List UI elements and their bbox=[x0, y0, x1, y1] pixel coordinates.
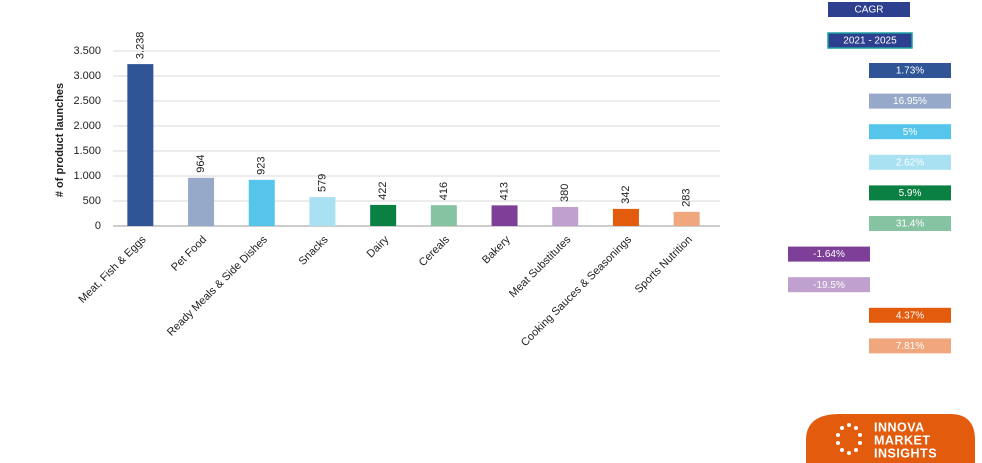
cagr-box bbox=[869, 338, 951, 354]
x-tick-label: Cereals bbox=[417, 233, 453, 269]
bar bbox=[430, 205, 457, 226]
cagr-label: 5.9% bbox=[899, 188, 922, 199]
x-tick-label: Bakery bbox=[480, 233, 513, 266]
cagr-label: 4.37% bbox=[896, 310, 924, 321]
y-axis-title: # of product launches bbox=[54, 83, 66, 197]
cagr-label: 7.81% bbox=[896, 341, 924, 352]
cagr-label: 2.62% bbox=[896, 157, 924, 168]
y-tick-label: 0 bbox=[95, 220, 101, 232]
data-label: 579 bbox=[316, 174, 328, 192]
y-tick-label: 1.000 bbox=[73, 170, 101, 182]
cagr-header-box bbox=[828, 2, 910, 17]
x-tick-label: Ready Meals & Side Dishes bbox=[165, 233, 270, 338]
cagr-box bbox=[869, 124, 951, 140]
y-tick-label: 1.500 bbox=[73, 145, 101, 157]
logo-text: MARKET bbox=[874, 433, 930, 447]
x-tick-label: Snacks bbox=[297, 233, 331, 267]
cagr-period: 2021 - 2025 bbox=[843, 36, 897, 47]
bar bbox=[673, 211, 700, 226]
x-tick-label: Dairy bbox=[365, 233, 392, 260]
x-tick-label: Sports Nutrition bbox=[633, 234, 695, 296]
bar bbox=[612, 208, 639, 226]
cagr-box bbox=[869, 63, 951, 78]
cagr-box bbox=[869, 185, 951, 201]
cagr-box bbox=[869, 154, 951, 170]
cagr-header: CAGR bbox=[855, 5, 884, 16]
cagr-box bbox=[869, 93, 951, 109]
logo-text: INNOVA bbox=[874, 420, 925, 434]
y-tick-label: 500 bbox=[83, 195, 101, 207]
cagr-label: -1.64% bbox=[813, 249, 845, 260]
bar bbox=[127, 64, 154, 226]
cagr-box bbox=[788, 246, 870, 262]
logo bbox=[806, 414, 975, 463]
y-tick-label: 3.500 bbox=[73, 45, 101, 57]
cagr-period-box bbox=[827, 32, 913, 49]
data-label: 413 bbox=[498, 182, 510, 200]
cagr-box bbox=[869, 307, 951, 323]
data-label: 964 bbox=[195, 154, 207, 172]
x-tick-label: Meat Substitutes bbox=[507, 233, 574, 300]
bar bbox=[491, 205, 518, 226]
data-label: 380 bbox=[559, 184, 571, 202]
bar bbox=[309, 197, 336, 226]
y-tick-label: 2.000 bbox=[73, 120, 101, 132]
data-label: 3.238 bbox=[134, 32, 146, 60]
bar bbox=[552, 207, 579, 226]
x-tick-label: Pet Food bbox=[169, 234, 209, 274]
y-tick-label: 3.000 bbox=[73, 70, 101, 82]
data-label: 422 bbox=[377, 182, 389, 200]
x-tick-label: Meat, Fish & Eggs bbox=[76, 233, 148, 305]
cagr-label: 1.73% bbox=[896, 66, 924, 77]
cagr-label: 31.4% bbox=[896, 219, 924, 230]
data-label: 923 bbox=[256, 156, 268, 174]
bar bbox=[248, 179, 275, 226]
logo-icon bbox=[836, 423, 862, 455]
y-tick-label: 2.500 bbox=[73, 95, 101, 107]
cagr-label: 5% bbox=[903, 127, 918, 138]
data-label: 416 bbox=[438, 182, 450, 200]
data-label: 342 bbox=[620, 186, 632, 204]
logo-text: INSIGHTS bbox=[874, 446, 937, 460]
cagr-label: -19.5% bbox=[813, 280, 845, 291]
bar bbox=[188, 177, 215, 226]
x-tick-label: Cooking Sauces & Seasonings bbox=[519, 233, 635, 349]
data-label: 283 bbox=[681, 188, 693, 206]
cagr-box bbox=[869, 216, 951, 231]
bar bbox=[370, 204, 397, 226]
cagr-box bbox=[788, 277, 870, 293]
cagr-label: 16.95% bbox=[893, 96, 927, 107]
